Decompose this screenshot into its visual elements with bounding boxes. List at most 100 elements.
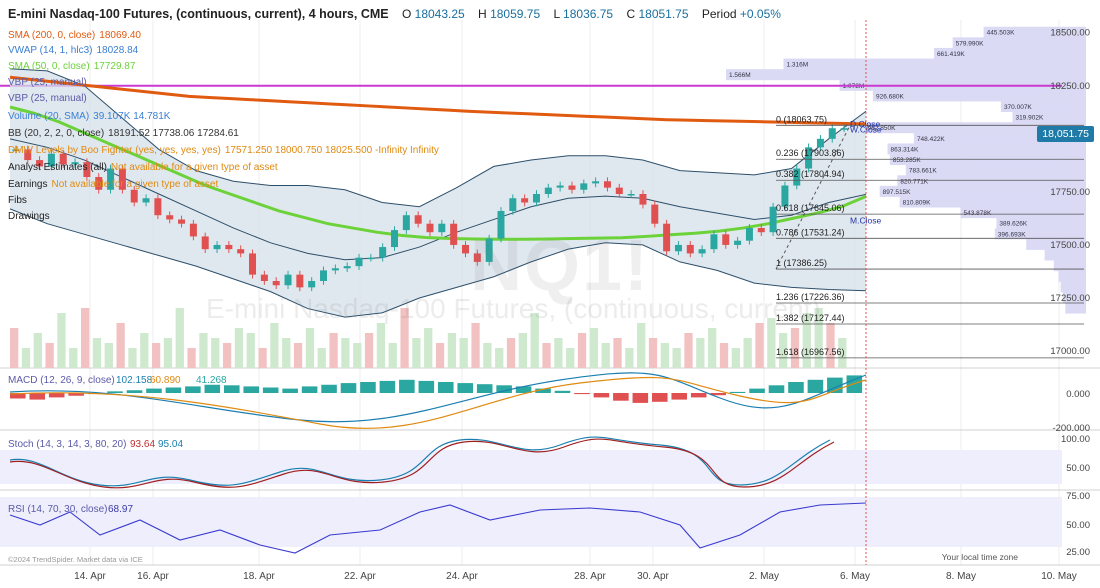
x-tick-label: 24. Apr: [446, 571, 478, 582]
volume-bar: [10, 328, 19, 368]
volume-bar: [814, 308, 823, 368]
vbp-label: 1.316M: [786, 62, 808, 69]
candle-body: [568, 185, 576, 190]
macd-histogram-bar: [671, 393, 688, 400]
volume-bar: [424, 328, 433, 368]
macd-histogram-bar: [126, 390, 143, 393]
candle-body: [686, 244, 694, 254]
fib-label: 1.236 (17226.36): [776, 292, 845, 302]
candle-body: [355, 257, 363, 267]
volume-bar: [234, 328, 244, 368]
candle-body: [603, 181, 611, 188]
volume-bar: [577, 333, 587, 368]
macd-histogram-bar: [165, 387, 182, 393]
macd-histogram-bar: [632, 393, 649, 403]
volume-bar: [317, 348, 326, 368]
timezone-note: Your local time zone: [941, 552, 1018, 562]
volume-bar: [329, 333, 338, 368]
y-tick-label: 17750.00: [1050, 187, 1090, 198]
vbp-bar: [994, 228, 1086, 240]
macd-histogram-bar: [788, 382, 804, 393]
stoch-value: 95.04: [158, 439, 183, 450]
legend-row[interactable]: SMA (50, 0, close) 17729.87: [8, 61, 135, 73]
macd-histogram-bar: [360, 382, 376, 393]
candle-body: [36, 160, 44, 167]
vbp-bar: [960, 207, 1086, 219]
macd-histogram-bar: [574, 393, 590, 395]
legend-row[interactable]: VWAP (14, 1, hlc3) 18028.84: [8, 45, 138, 57]
volume-bar: [270, 323, 279, 368]
macd-histogram-bar: [710, 393, 726, 396]
volume-bar: [388, 343, 397, 368]
candle-body: [521, 198, 529, 203]
stoch-y-tick: 50.00: [1066, 463, 1090, 474]
candle-body: [722, 234, 730, 245]
volume-bar: [731, 348, 740, 368]
legend-row[interactable]: BB (20, 2, 2, 0, close) 18191.52 17738.06…: [8, 128, 239, 140]
macd-histogram-bar: [418, 380, 435, 393]
macd-histogram-bar: [807, 379, 824, 393]
volume-bar: [104, 343, 113, 368]
candle-body: [154, 198, 162, 216]
vbp-bar: [899, 196, 1086, 208]
candle-body: [473, 253, 481, 262]
legend-row[interactable]: VBP (25, manual): [8, 93, 87, 105]
volume-bar: [116, 323, 125, 368]
volume-bar: [341, 338, 350, 368]
volume-bar: [601, 343, 610, 368]
volume-bar: [33, 333, 42, 368]
volume-bar: [187, 348, 196, 368]
stoch-label: Stoch (14, 3, 14, 3, 80, 20): [8, 439, 126, 450]
legend-row[interactable]: Volume (20, SMA) 39.107K 14.781K: [8, 111, 170, 123]
volume-bar: [222, 343, 232, 368]
ohlc-close: C 18051.75: [626, 7, 689, 21]
volume-bar: [506, 338, 516, 368]
candle-body: [59, 153, 67, 165]
candle-body: [426, 223, 434, 233]
candle-body: [651, 204, 659, 224]
legend-row[interactable]: Fibs: [8, 195, 27, 207]
legend-row[interactable]: VBP (25, manual): [8, 77, 87, 89]
candle-body: [805, 147, 813, 169]
legend-row[interactable]: DMW Levels by Boo Fighter (yes, yes, yes…: [8, 145, 439, 157]
legend-row[interactable]: Earnings Not available for a given type o…: [8, 179, 218, 191]
candle-body: [142, 198, 150, 203]
candle-body: [414, 215, 422, 224]
ohlc-low: L 18036.75: [553, 7, 614, 21]
legend-value: Not available for a given type of asset: [51, 179, 219, 190]
vbp-label: 926.680K: [876, 93, 904, 100]
candle-body: [663, 223, 671, 252]
current-price-badge: 18,051.75: [1037, 126, 1094, 142]
macd-signal-line: [9, 376, 867, 429]
macd-histogram-bar: [10, 393, 26, 399]
vbp-bar: [905, 164, 1086, 176]
volume-bar: [435, 343, 445, 368]
x-tick-label: 18. Apr: [243, 571, 275, 582]
legend-row[interactable]: Drawings: [8, 211, 50, 223]
volume-bar: [542, 343, 551, 368]
candle-body: [485, 238, 493, 262]
macd-histogram-bar: [476, 384, 493, 393]
vbp-bar: [996, 217, 1086, 229]
candle-body: [201, 236, 209, 250]
legend-row[interactable]: Analyst Estimates (all) Not available for…: [8, 162, 278, 174]
vbp-label: 543.878K: [964, 210, 992, 217]
legend-row[interactable]: SMA (200, 0, close) 18069.40: [8, 30, 141, 42]
volume-bar: [530, 313, 539, 368]
candle-body: [544, 187, 552, 194]
volume-bar: [246, 333, 255, 368]
ohlc-open: O 18043.25: [401, 7, 465, 21]
bb-upper-line: [9, 68, 867, 208]
candle-body: [793, 168, 801, 186]
candle-body: [497, 210, 505, 239]
volume-bar: [364, 333, 374, 368]
vbp-bar: [913, 132, 1086, 144]
macd-line: [9, 372, 867, 423]
volume-bar: [128, 348, 137, 368]
candle-body: [461, 244, 469, 254]
vbp-label: 319.902K: [1015, 115, 1043, 122]
macd-histogram-bar: [690, 393, 707, 398]
vbp-bar: [864, 122, 1086, 134]
fib-label: 0.236 (17903.86): [776, 148, 845, 158]
